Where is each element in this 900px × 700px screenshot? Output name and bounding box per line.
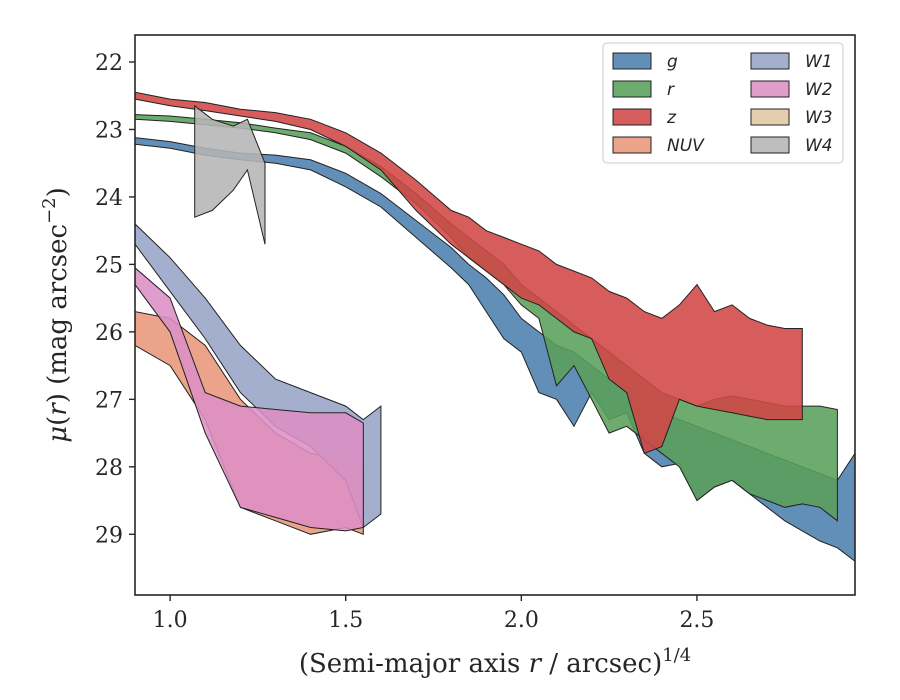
x-tick-label: 1.5 (328, 608, 363, 633)
legend-swatch-r (612, 80, 652, 98)
x-axis-title: (Semi-major axis r / arcsec)1/4 (299, 645, 691, 679)
y-axis-title: μ(r) (mag arcsec−2) (39, 187, 73, 443)
x-axis-ticks: 1.0 1.5 2.0 2.5 (153, 595, 714, 633)
legend: grz NUV W1 W2 W3 W4 (602, 42, 844, 164)
y-tick-label: 25 (95, 253, 123, 278)
legend-swatch-nuv (612, 136, 652, 154)
legend-label-r: r (667, 80, 675, 100)
plot-frame (134, 34, 856, 596)
series-band-w2 (135, 267, 364, 532)
x-tick-label: 2.0 (504, 608, 539, 633)
legend-label-z: z (666, 108, 677, 128)
series-band-z (135, 91, 803, 454)
legend-label-g: g (667, 52, 678, 72)
legend-swatch-w3 (750, 108, 790, 126)
legend-swatch-w2 (750, 80, 790, 98)
series-layer (135, 91, 855, 562)
legend-label-w2: W2 (805, 80, 833, 100)
legend-label-w4: W4 (805, 136, 833, 156)
y-tick-label: 29 (95, 523, 123, 548)
legend-swatch-w4 (750, 136, 790, 154)
legend-label-w1: W1 (805, 52, 833, 72)
y-tick-label: 27 (95, 388, 123, 413)
legend-label-w3: W3 (805, 108, 833, 128)
legend-swatch-g (612, 52, 652, 70)
y-tick-label: 26 (95, 321, 123, 346)
series-band-w4 (194, 104, 266, 245)
x-tick-label: 1.0 (153, 608, 188, 633)
legend-label-nuv: NUV (667, 136, 705, 156)
legend-swatch-z (612, 108, 652, 126)
legend-box (602, 42, 844, 164)
y-tick-label: 28 (95, 456, 123, 481)
y-tick-label: 22 (95, 51, 123, 76)
y-tick-label: 23 (95, 118, 123, 143)
y-axis-ticks: 22 23 24 25 26 27 28 29 (95, 51, 135, 548)
y-tick-label: 24 (95, 186, 123, 211)
legend-swatch-w1 (750, 52, 790, 70)
x-tick-label: 2.5 (679, 608, 714, 633)
